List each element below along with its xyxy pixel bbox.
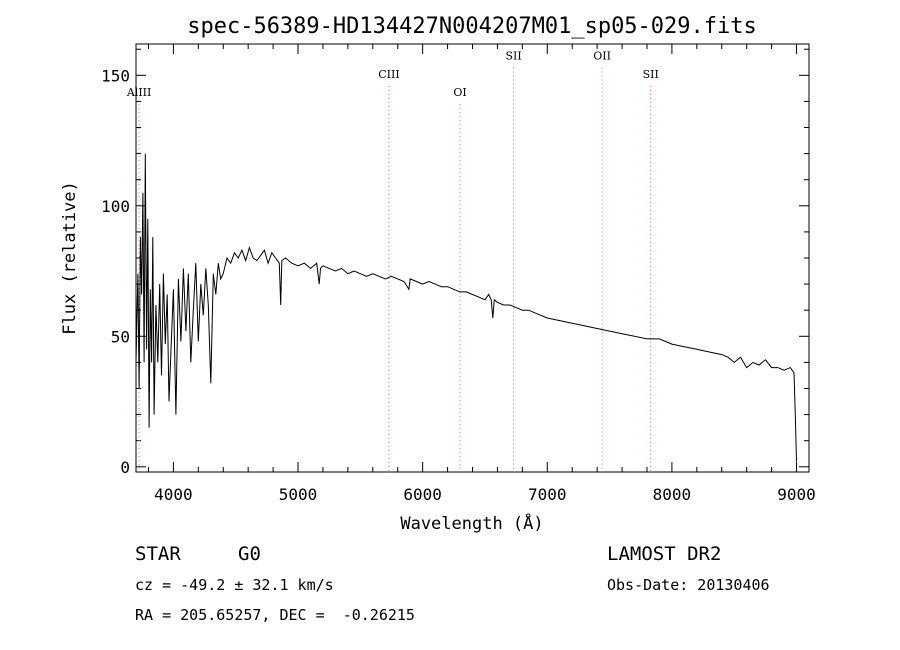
observation-date: Obs-Date: 20130406 [607, 576, 770, 594]
x-axis-label: Wavelength (Å) [400, 512, 543, 534]
survey-name: LAMOST DR2 [607, 543, 722, 565]
x-tick-label: 5000 [279, 485, 318, 504]
line-marker-label: CIII [378, 68, 399, 81]
y-tick-label: 0 [120, 458, 130, 477]
spectrum-line [135, 153, 797, 462]
axis-ticks [136, 44, 809, 472]
line-markers: AlIII CIII OI SII OII SII [126, 50, 659, 472]
tick-labels: 4000 5000 6000 7000 8000 9000 0 50 100 150 [101, 66, 816, 504]
object-class: STAR [135, 543, 181, 565]
redshift-readout: cz = -49.2 ± 32.1 km/s [135, 576, 334, 594]
y-tick-label: 100 [101, 197, 130, 216]
line-marker-label: AlIII [126, 86, 152, 99]
y-tick-label: 50 [111, 327, 130, 346]
line-marker-label: SII [506, 50, 522, 63]
x-tick-label: 8000 [653, 485, 692, 504]
plot-frame [135, 43, 810, 473]
x-tick-label: 4000 [154, 485, 193, 504]
y-axis-label: Flux (relative) [60, 181, 80, 335]
y-tick-label: 150 [101, 66, 130, 85]
line-marker-label: OI [453, 86, 466, 99]
line-marker-label: OII [593, 50, 611, 63]
x-tick-label: 6000 [403, 485, 442, 504]
object-subclass: G0 [238, 543, 261, 565]
coordinates-readout: RA = 205.65257, DEC = -0.26215 [135, 606, 415, 624]
x-tick-label: 7000 [528, 485, 567, 504]
chart-title: spec-56389-HD134427N004207M01_sp05-029.f… [187, 14, 757, 39]
line-marker-label: SII [643, 68, 659, 81]
x-tick-label: 9000 [777, 485, 816, 504]
